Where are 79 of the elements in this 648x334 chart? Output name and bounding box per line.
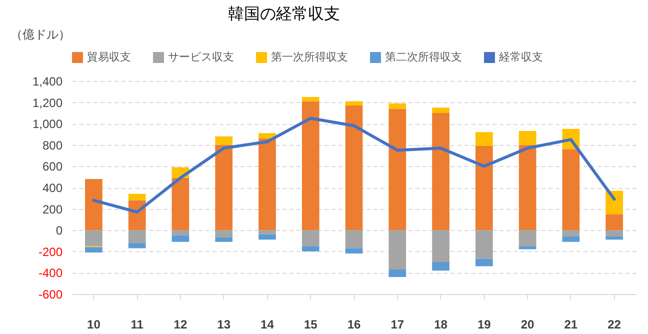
bar: [258, 234, 276, 240]
x-tick-label: 21: [564, 318, 578, 332]
bar: [388, 230, 406, 270]
x-tick-label: 22: [608, 318, 622, 332]
bar: [172, 235, 190, 242]
bar: [606, 236, 623, 240]
bar: [562, 230, 580, 236]
bar: [388, 270, 406, 277]
bar: [606, 214, 623, 230]
bar: [475, 258, 493, 266]
legend-label: 第一次所得収支: [271, 50, 348, 64]
y-tick-label: 200: [42, 202, 63, 216]
bar: [258, 138, 276, 230]
x-tick-label: 10: [87, 318, 101, 332]
legend-label: 第二次所得収支: [385, 50, 462, 64]
y-axis-title: （億ドル）: [10, 28, 70, 42]
bar: [345, 230, 363, 248]
x-tick-label: 17: [390, 318, 404, 332]
y-tick-label: 1,400: [32, 74, 63, 88]
bar: [432, 230, 450, 262]
legend-label: 貿易収支: [87, 50, 131, 64]
bar: [562, 236, 580, 242]
chart-title: 韓国の経常収支: [228, 5, 340, 23]
x-tick-label: 15: [304, 318, 318, 332]
y-tick-label: 800: [42, 138, 63, 152]
bar: [518, 131, 536, 145]
bar: [475, 230, 493, 259]
x-tick-label: 20: [520, 318, 535, 332]
bar: [518, 230, 536, 246]
bar: [215, 238, 233, 242]
y-tick-label: 600: [42, 160, 63, 174]
bar: [215, 144, 233, 230]
y-tick-label: 1,000: [32, 117, 63, 132]
bar: [562, 149, 580, 230]
bar: [302, 246, 320, 252]
bar: [85, 230, 102, 246]
bar: [302, 230, 320, 246]
bar: [432, 262, 450, 271]
bar: [302, 101, 320, 230]
x-tick-label: 12: [174, 318, 188, 332]
x-tick-label: 19: [477, 318, 492, 332]
y-tick-label: 1,200: [32, 96, 63, 110]
bar: [475, 132, 493, 146]
x-tick-label: 14: [260, 318, 274, 332]
bar: [172, 230, 190, 236]
bar: [128, 194, 146, 200]
bar: [432, 112, 450, 230]
bar: [345, 248, 363, 254]
legend-label: サービス収支: [168, 50, 234, 64]
bar: [128, 242, 146, 248]
y-tick-label: 0: [56, 224, 63, 238]
bar: [302, 96, 320, 102]
bar: [518, 246, 536, 250]
x-tick-label: 16: [347, 318, 361, 332]
x-tick-label: 18: [434, 318, 448, 332]
bar: [606, 190, 623, 214]
bar: [345, 105, 363, 230]
y-tick-label: 400: [42, 181, 63, 195]
bar: [215, 136, 233, 145]
bar: [606, 230, 623, 236]
y-tick-label: -200: [38, 244, 63, 259]
bar: [85, 178, 102, 230]
bar: [388, 103, 406, 109]
x-tick-label: 13: [217, 318, 231, 332]
bar: [345, 101, 363, 106]
bar: [475, 146, 493, 230]
bar: [172, 178, 190, 230]
legend-label: 経常収支: [498, 50, 543, 64]
line-series: [92, 116, 616, 214]
bar: [258, 230, 276, 234]
bar: [215, 230, 233, 238]
bar: [128, 230, 146, 243]
bar: [85, 247, 102, 252]
bar: [388, 108, 406, 230]
bar: [518, 144, 536, 230]
y-tick-label: -600: [38, 288, 63, 302]
y-tick-label: -400: [38, 266, 63, 280]
bar: [432, 108, 450, 113]
x-tick-label: 11: [130, 318, 144, 332]
